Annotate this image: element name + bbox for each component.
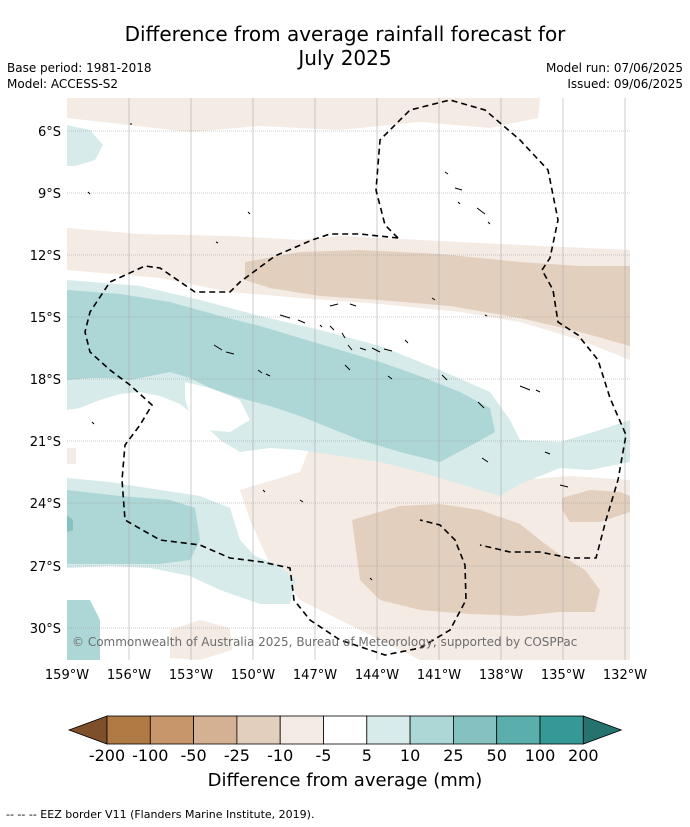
meridians [128, 98, 626, 660]
lon-label: 144°W [355, 668, 399, 683]
lat-label: 6°S [38, 125, 61, 140]
colorbar-segment [452, 715, 498, 745]
lon-label: 147°W [293, 668, 337, 683]
dry-band-upper-core [245, 250, 630, 346]
colorbar [67, 715, 623, 745]
wet-far-southwest [67, 600, 100, 660]
colorbar-segment [366, 715, 411, 745]
wet-southwest-deep [67, 515, 73, 532]
colorbar-tick-label: 25 [443, 746, 463, 765]
eez-borders [84, 99, 627, 656]
contour-fields [67, 98, 630, 660]
latitude-labels: 6°S 9°S 12°S 15°S 18°S 21°S 24°S 27°S 30… [30, 125, 61, 637]
colorbar-labels: -200 -100 -50 -25 -10 -5 5 10 25 50 100 200 [89, 746, 599, 765]
colorbar-tick-label: 10 [400, 746, 420, 765]
lat-label: 27°S [30, 560, 61, 575]
dry-band-north [67, 98, 540, 132]
colorbar-tick-label: -100 [132, 746, 168, 765]
eez-tuamotu-main [84, 233, 467, 656]
colorbar-tick-label: 200 [568, 746, 599, 765]
islands [87, 123, 569, 581]
lon-label: 132°W [603, 668, 647, 683]
colorbar-segment [496, 715, 541, 745]
rainfall-map: © Commonwealth of Australia 2025, Bureau… [30, 98, 647, 765]
lat-label: 15°S [30, 311, 61, 326]
dry-west-patch [67, 448, 76, 464]
lon-label: 153°W [169, 668, 213, 683]
colorbar-segment [236, 715, 281, 745]
eez-footnote: -- -- -- EEZ border V11 (Flanders Marine… [6, 808, 315, 821]
lon-label: 138°W [479, 668, 523, 683]
lon-label: 141°W [417, 668, 461, 683]
lon-label: 159°W [45, 668, 89, 683]
lat-label: 21°S [30, 435, 61, 450]
island-misc [87, 123, 488, 581]
lat-label: 9°S [38, 187, 61, 202]
credit-text: © Commonwealth of Australia 2025, Bureau… [72, 635, 577, 649]
island-group-society [279, 314, 409, 353]
colorbar-segment [149, 715, 195, 745]
island-group-austral [481, 385, 569, 488]
eez-marquesas [375, 99, 627, 559]
title-line-2: July 2025 [298, 46, 392, 70]
island-group-marquesas [444, 171, 491, 225]
colorbar-tick-label: -25 [224, 746, 250, 765]
colorbar-extend-high [582, 715, 623, 745]
wet-southwest-core [67, 490, 200, 564]
colorbar-segment [193, 715, 238, 745]
colorbar-tick-label: 5 [362, 746, 372, 765]
longitude-labels: 159°W 156°W 153°W 150°W 147°W 144°W 141°… [45, 668, 647, 683]
dry-south-blob [170, 620, 232, 660]
lon-label: 150°W [231, 668, 275, 683]
run-info: Model run: 07/06/2025 Issued: 09/06/2025 [546, 60, 683, 92]
issued-date: Issued: 09/06/2025 [567, 77, 683, 91]
model-run: Model run: 07/06/2025 [545, 61, 683, 75]
colorbar-tick-label: -200 [89, 746, 125, 765]
lat-label: 12°S [30, 249, 61, 264]
lat-label: 30°S [30, 622, 61, 637]
model-info: Base period: 1981-2018 Model: ACCESS-S2 [7, 60, 152, 92]
wet-band-gap [185, 382, 250, 432]
colorbar-title: Difference from average (mm) [207, 770, 483, 791]
model-name: Model: ACCESS-S2 [7, 77, 119, 91]
wet-northwest [67, 125, 103, 166]
colorbar-segment [409, 715, 454, 745]
colorbar-extend-low [67, 715, 108, 745]
lat-label: 18°S [30, 373, 61, 388]
lat-label: 24°S [30, 497, 61, 512]
colorbar-segment [106, 715, 151, 745]
colorbar-segment [279, 715, 324, 745]
map-title: Difference from average rainfall forecas… [0, 22, 690, 70]
colorbar-tick-label: -5 [316, 746, 332, 765]
wet-band-core [67, 290, 495, 462]
lon-label: 135°W [541, 668, 585, 683]
colorbar-segment [323, 715, 368, 745]
base-period: Base period: 1981-2018 [7, 61, 152, 75]
colorbar-tick-label: -50 [181, 746, 207, 765]
colorbar-tick-label: 50 [487, 746, 507, 765]
colorbar-tick-label: -10 [267, 746, 293, 765]
colorbar-tick-label: 100 [525, 746, 556, 765]
lon-label: 156°W [107, 668, 151, 683]
colorbar-segment [539, 715, 584, 745]
island-group-tuamotu [213, 303, 485, 409]
dry-south-core [352, 504, 600, 616]
title-line-1: Difference from average rainfall forecas… [124, 22, 566, 46]
